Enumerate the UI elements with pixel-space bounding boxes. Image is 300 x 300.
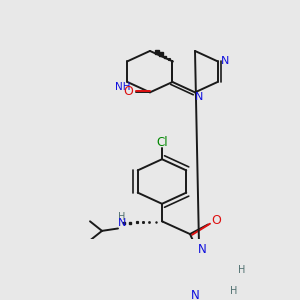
Text: N: N: [221, 56, 230, 66]
Text: Cl: Cl: [156, 136, 168, 149]
Text: H: H: [118, 212, 126, 221]
Text: H: H: [238, 265, 246, 275]
Text: N: N: [190, 289, 200, 300]
Text: N: N: [195, 92, 203, 102]
Text: H: H: [230, 286, 238, 296]
Text: NH: NH: [115, 82, 130, 92]
Text: N: N: [118, 218, 126, 228]
Text: N: N: [198, 243, 206, 256]
Text: O: O: [211, 214, 221, 227]
Text: O: O: [123, 85, 133, 98]
